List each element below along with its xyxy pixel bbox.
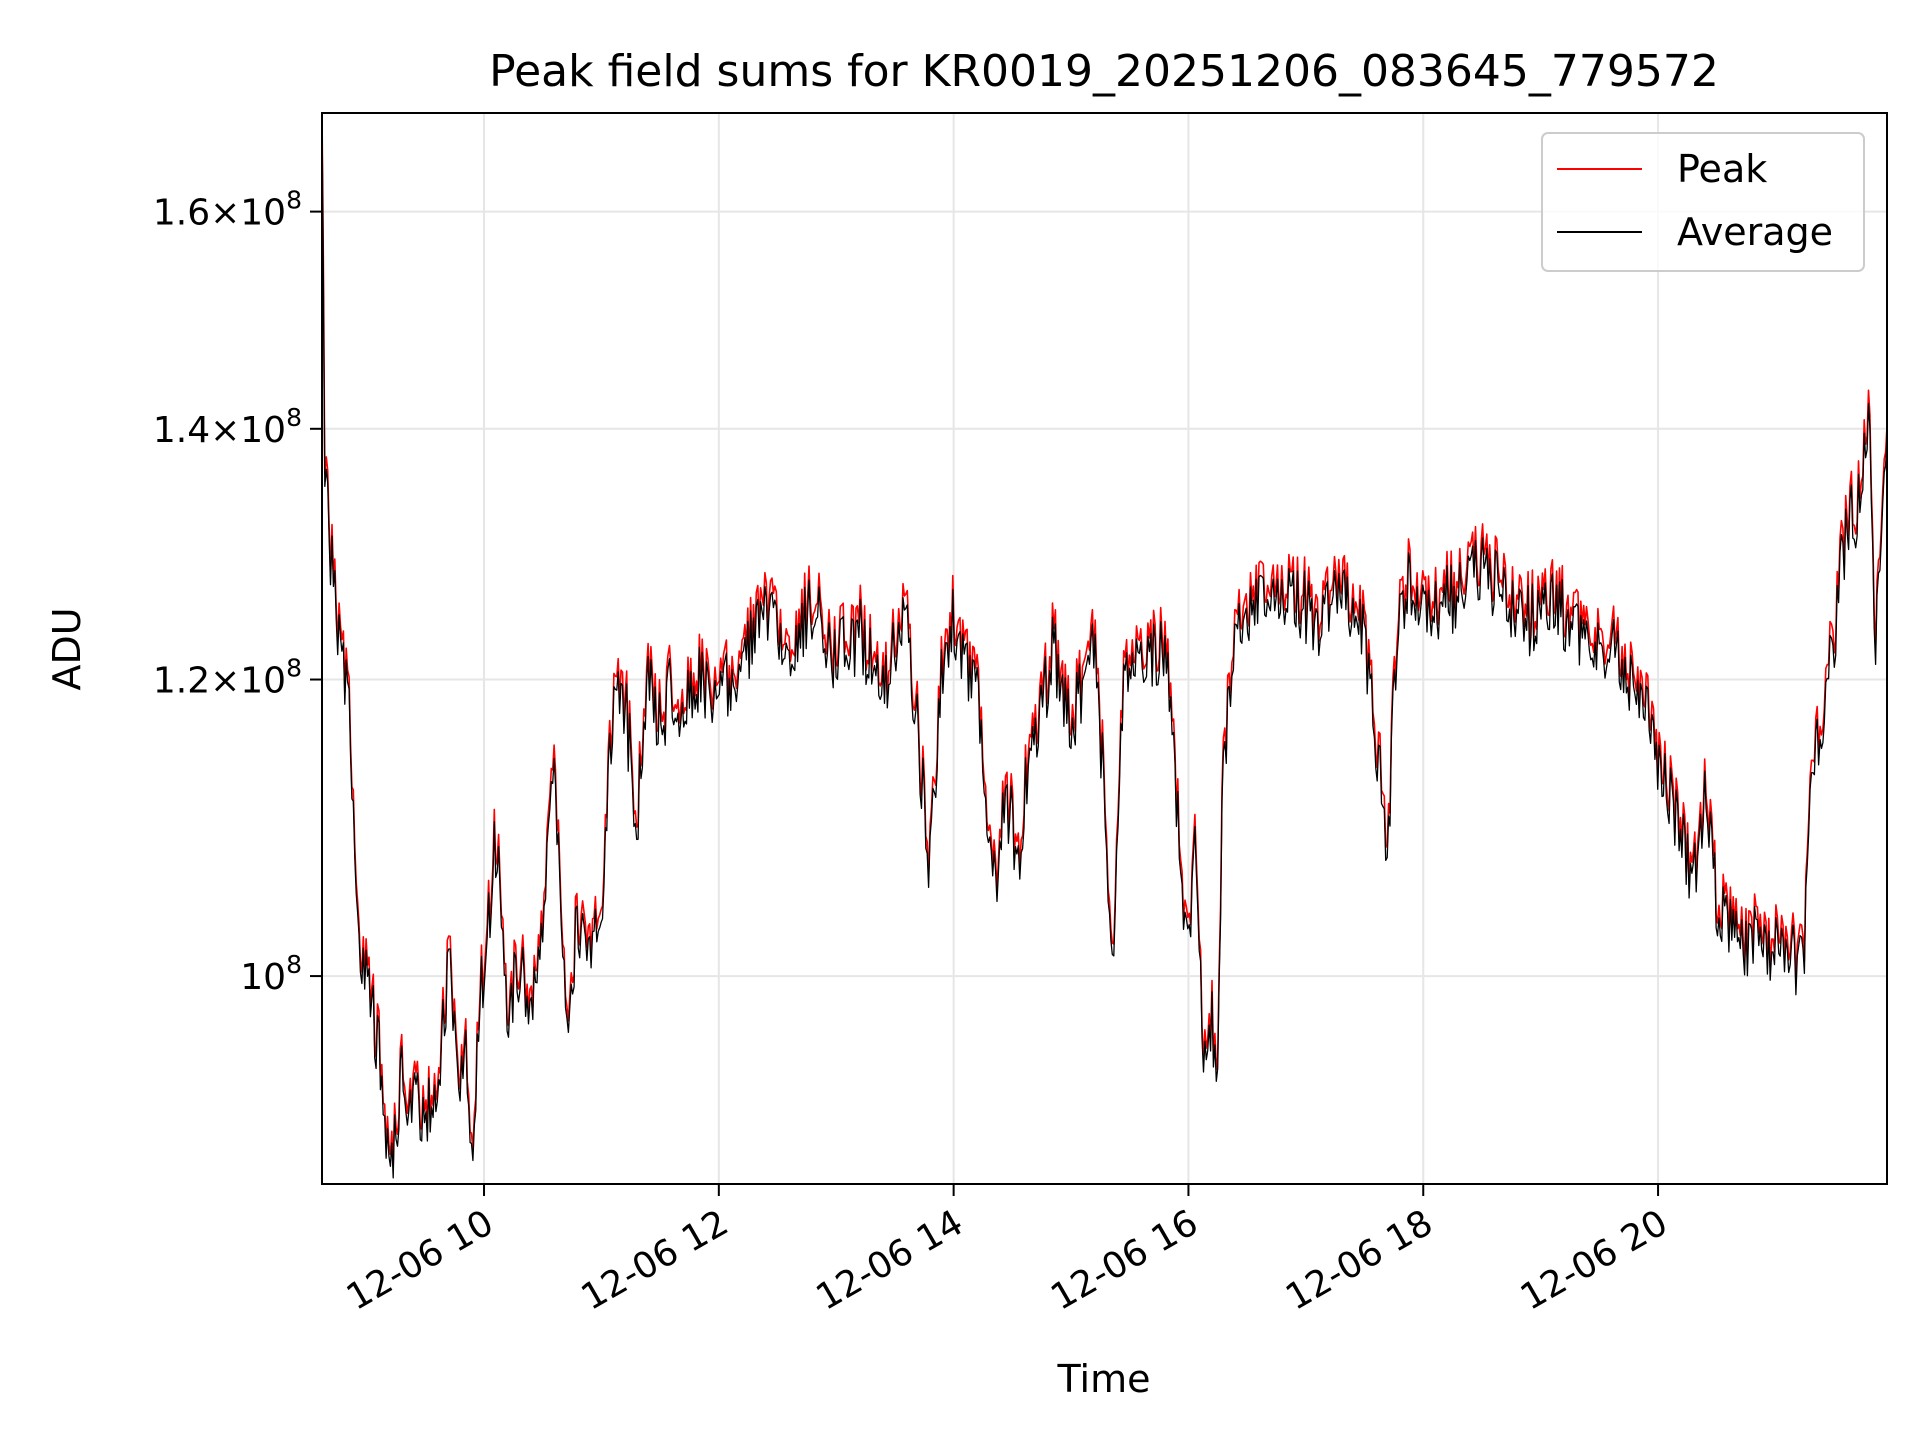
y-tick-mantissa: 1.2 <box>153 661 210 702</box>
chart-title: Peak field sums for KR0019_20251206_0836… <box>489 46 1719 97</box>
legend-box <box>1541 132 1865 272</box>
y-tick-exponent: 8 <box>286 654 302 683</box>
y-axis-label: ADU <box>45 607 89 690</box>
series-layer <box>321 112 1888 1179</box>
y-tick-exponent: 8 <box>286 950 302 979</box>
y-tick-label: 1.2×108 <box>153 654 302 702</box>
series-line-average <box>321 112 1888 1179</box>
y-tick-label: 1.4×108 <box>153 403 302 451</box>
y-tick-label: 108 <box>240 950 302 998</box>
legend-label-average: Average <box>1677 210 1833 254</box>
y-tick-label: 1.6×108 <box>153 186 302 234</box>
x-axis-label: Time <box>1057 1357 1151 1401</box>
y-tick-exponent: 8 <box>286 403 302 432</box>
y-tick-mantissa: 1.4 <box>153 410 210 451</box>
legend: Peak Average <box>1541 132 1865 272</box>
y-tick-exponent: 8 <box>286 186 302 215</box>
legend-label-peak: Peak <box>1677 147 1767 191</box>
plot-area-frame <box>321 112 1888 1185</box>
y-tick-mantissa: 1.6 <box>153 193 210 234</box>
